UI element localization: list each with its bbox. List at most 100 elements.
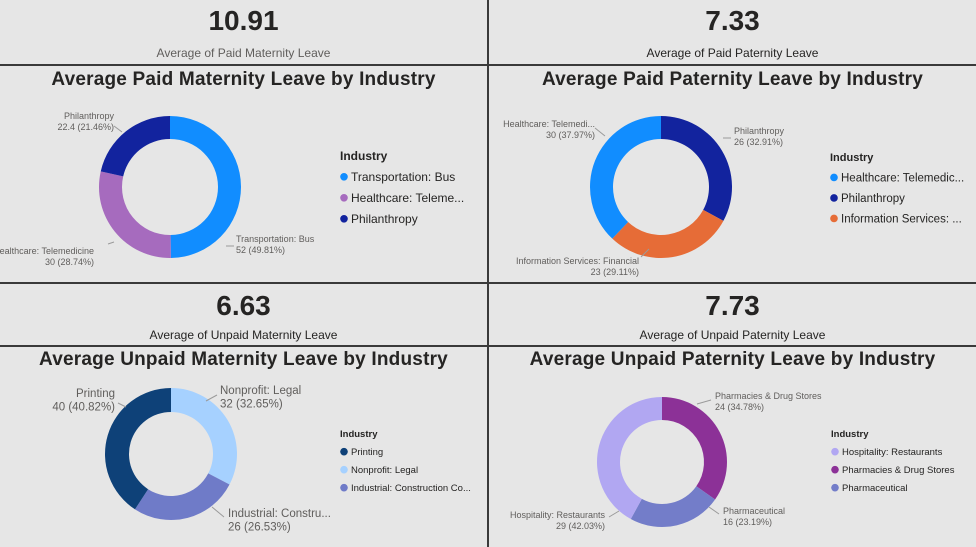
data-label-category: Philanthropy: [734, 126, 785, 136]
legend-item-hospitality-restaurants[interactable]: Hospitality: Restaurants: [831, 447, 943, 458]
legend-title: Industry: [340, 429, 378, 440]
data-label-leader-line: [708, 506, 720, 515]
legend-label: Hospitality: Restaurants: [842, 447, 943, 458]
chart-panel-unpaid-paternity[interactable]: Average Unpaid Paternity Leave by Indust…: [489, 347, 976, 547]
chart-panel-paid-paternity[interactable]: Average Paid Paternity Leave by Industry…: [489, 66, 976, 282]
data-label-leader-line: [211, 506, 225, 518]
data-label-category: Industrial: Constru...: [228, 508, 331, 520]
kpi-card-unpaid-maternity[interactable]: 6.63 Average of Unpaid Maternity Leave: [0, 284, 487, 345]
donut-slice-philanthropy[interactable]: [661, 116, 732, 221]
legend-label: Nonprofit: Legal: [351, 465, 418, 476]
legend-label: Pharmacies & Drug Stores: [842, 465, 955, 476]
kpi-label: Average of Paid Maternity Leave: [156, 46, 331, 60]
chart-panel-paid-maternity[interactable]: Average Paid Maternity Leave by Industry…: [0, 66, 487, 282]
kpi-label: Average of Unpaid Maternity Leave: [149, 328, 338, 342]
divider-top: [0, 64, 976, 66]
data-label-leader-line: [608, 510, 620, 518]
data-label-category: Hospitality: Restaurants: [510, 510, 606, 520]
data-label-value: 52 (49.81%): [236, 245, 285, 255]
donut-slice-pharmaceutical[interactable]: [630, 486, 716, 527]
legend-marker: [340, 194, 348, 202]
data-label-value: 26 (32.91%): [734, 137, 783, 147]
legend-item-industrial-construction[interactable]: Industrial: Construction Co...: [340, 483, 471, 494]
donut-slice-hospitality-restaurants[interactable]: [597, 397, 662, 520]
legend-marker: [831, 447, 839, 456]
data-label-value: 30 (37.97%): [546, 130, 595, 140]
kpi-value: 7.73: [705, 290, 760, 321]
data-label-category: Healthcare: Telemedi...: [503, 119, 595, 129]
legend-marker: [340, 465, 348, 474]
legend-label: Printing: [351, 447, 383, 458]
legend-item-transportation-bus[interactable]: Transportation: Bus: [340, 170, 455, 184]
donut-slice-healthcare-telemedicine[interactable]: [98, 171, 171, 258]
kpi-card-paid-paternity[interactable]: 7.33 Average of Paid Paternity Leave: [489, 0, 976, 64]
legend-item-printing[interactable]: Printing: [340, 447, 383, 458]
legend-item-healthcare-telemedicine[interactable]: Healthcare: Teleme...: [340, 191, 464, 205]
legend-label: Industrial: Construction Co...: [351, 483, 471, 494]
legend-item-healthcare-telemedicine[interactable]: Healthcare: Telemedic...: [830, 173, 964, 185]
data-label-category: Philanthropy: [64, 111, 115, 121]
legend-item-philanthropy[interactable]: Philanthropy: [340, 212, 418, 226]
data-label-leader-line: [107, 241, 115, 245]
kpi-value: 6.63: [216, 290, 271, 321]
donut-slice-healthcare-telemedicine[interactable]: [590, 116, 661, 239]
kpi-card-paid-maternity[interactable]: 10.91 Average of Paid Maternity Leave: [0, 0, 487, 64]
chart-title: Average Unpaid Maternity Leave by Indust…: [39, 349, 448, 370]
donut-slice-industrial-construction[interactable]: [134, 473, 230, 520]
legend-label: Pharmaceutical: [842, 483, 907, 494]
data-label-leader-line: [113, 125, 123, 133]
data-label-value: 24 (34.78%): [715, 402, 764, 412]
data-label-leader-line: [117, 402, 127, 408]
legend-title: Industry: [830, 152, 874, 164]
legend-label: Philanthropy: [841, 193, 905, 205]
legend-item-information-services-financial[interactable]: Information Services: ...: [830, 214, 962, 226]
donut-slice-nonprofit-legal[interactable]: [171, 388, 237, 485]
legend-marker: [340, 173, 348, 181]
legend-marker: [340, 215, 348, 223]
legend-marker: [830, 194, 838, 202]
legend-marker: [830, 214, 838, 223]
data-label-category: Pharmaceutical: [723, 506, 785, 516]
data-label-leader-line: [696, 399, 712, 405]
data-label-category: Information Services: Financial: [516, 256, 639, 266]
data-label-value: 29 (42.03%): [556, 521, 605, 531]
vertical-divider: [487, 0, 489, 547]
data-label-value: 23 (29.11%): [591, 267, 639, 277]
kpi-label: Average of Paid Paternity Leave: [646, 46, 819, 60]
data-label-value: 30 (28.74%): [45, 257, 94, 267]
legend-label: Healthcare: Telemedic...: [841, 173, 964, 185]
legend-item-pharmaceutical[interactable]: Pharmaceutical: [831, 483, 907, 494]
legend-item-pharmacies-drug-stores[interactable]: Pharmacies & Drug Stores: [831, 465, 955, 476]
donut-slice-transportation-bus[interactable]: [170, 116, 241, 258]
kpi-card-unpaid-paternity[interactable]: 7.73 Average of Unpaid Paternity Leave: [489, 284, 976, 345]
legend-marker: [340, 483, 348, 492]
data-label-leader-line: [205, 394, 218, 402]
data-label-category: Transportation: Bus: [236, 234, 315, 244]
kpi-value: 7.33: [705, 5, 760, 36]
donut-slice-pharmacies-drug-stores[interactable]: [662, 397, 727, 500]
donut-slice-philanthropy[interactable]: [100, 116, 170, 177]
data-label-category: Nonprofit: Legal: [220, 385, 301, 397]
donut-slice-information-services-financial[interactable]: [612, 209, 724, 258]
chart-title: Average Paid Paternity Leave by Industry: [541, 69, 924, 90]
legend-marker: [831, 483, 839, 492]
donut-chart-unpaid-paternity[interactable]: Pharmacies & Drug Stores 24 (34.78%) Pharm…: [489, 347, 976, 547]
kpi-label: Average of Unpaid Paternity Leave: [639, 328, 826, 342]
donut-slice-printing[interactable]: [105, 388, 171, 510]
donut-chart-unpaid-maternity[interactable]: Nonprofit: Legal 32 (32.65%) Industrial: C…: [0, 347, 487, 547]
divider-bottom: [0, 345, 976, 347]
legend-marker: [831, 465, 839, 474]
legend-title: Industry: [831, 429, 869, 440]
chart-panel-unpaid-maternity[interactable]: Average Unpaid Maternity Leave by Indust…: [0, 347, 487, 547]
data-label-value: 40 (40.82%): [52, 402, 115, 414]
chart-title: Average Paid Maternity Leave by Industry: [51, 69, 436, 90]
kpi-value: 10.91: [208, 5, 279, 36]
data-label-value: 26 (26.53%): [228, 522, 291, 534]
data-label-value: 22.4 (21.46%): [57, 122, 114, 132]
legend-item-philanthropy[interactable]: Philanthropy: [830, 193, 905, 205]
legend-item-nonprofit-legal[interactable]: Nonprofit: Legal: [340, 465, 418, 476]
data-label-category: Healthcare: Telemedicine: [0, 246, 94, 256]
legend-marker: [830, 173, 838, 182]
